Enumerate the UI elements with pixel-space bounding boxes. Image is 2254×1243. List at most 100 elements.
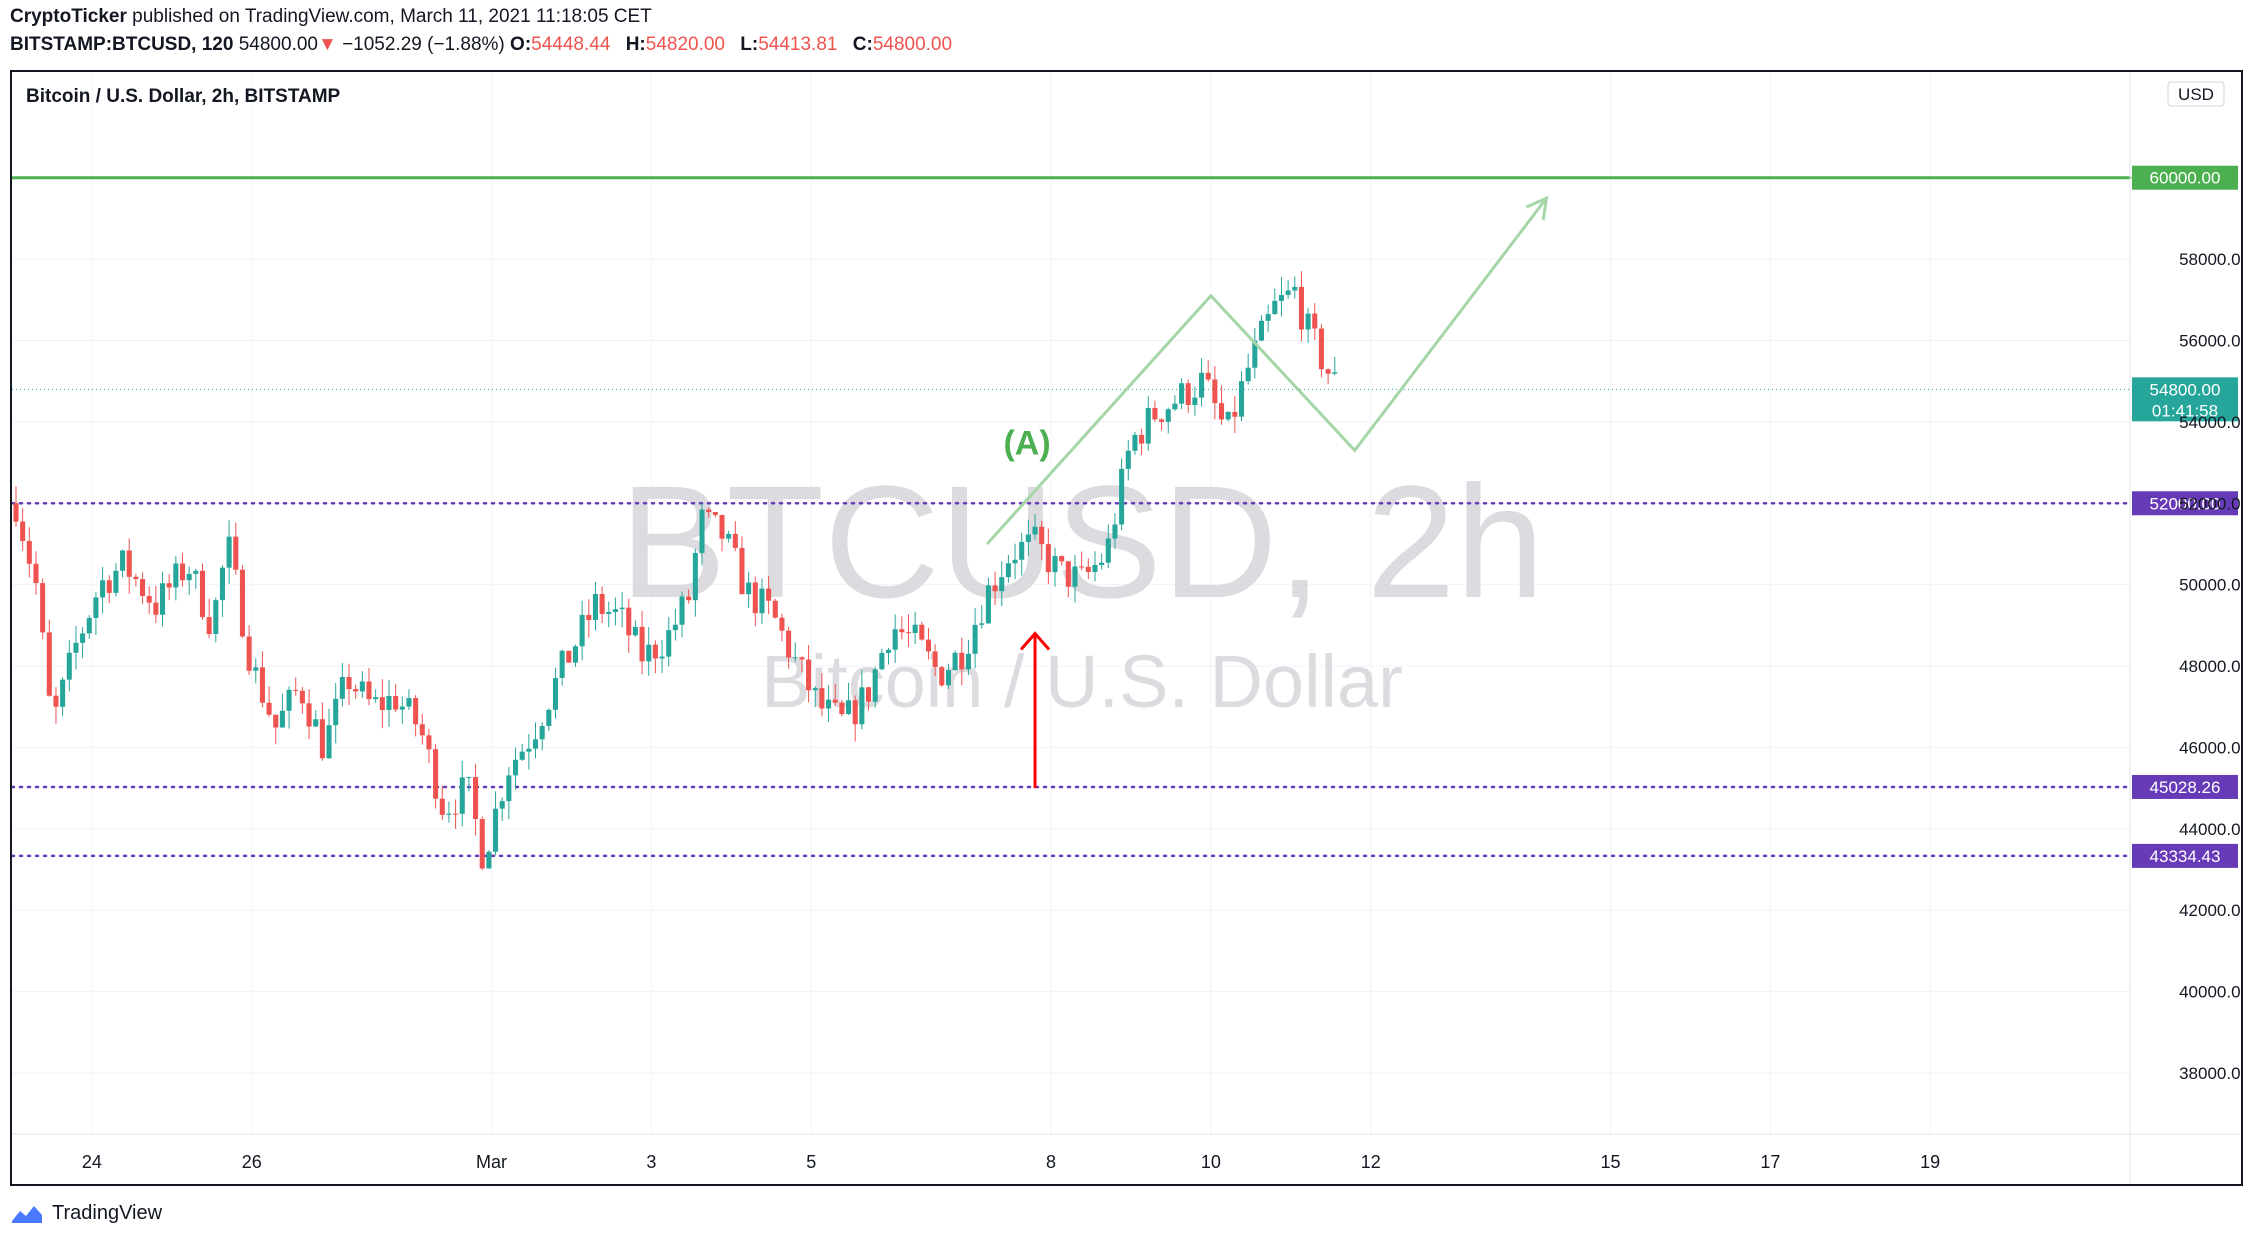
candle-body: [379, 697, 385, 711]
candle-body: [366, 681, 372, 700]
candle-body: [819, 688, 825, 709]
candle-body: [739, 547, 745, 595]
candle-body: [812, 688, 818, 691]
x-tick-label: 19: [1920, 1152, 1940, 1172]
y-tick-label: 56000.00: [2179, 332, 2241, 351]
candle-body: [326, 725, 332, 759]
candle-body: [1145, 407, 1151, 444]
candle-body: [186, 573, 192, 581]
candle-body: [659, 656, 665, 659]
candle-body: [766, 588, 772, 601]
candle-body: [1065, 561, 1071, 587]
candle-body: [1312, 313, 1318, 329]
candle-body: [726, 533, 732, 539]
candle-body: [712, 512, 718, 515]
candle-body: [666, 630, 672, 657]
level-tag: [2132, 843, 2238, 868]
candle-body: [859, 687, 865, 725]
candle-body: [100, 580, 106, 598]
candle-body: [699, 509, 705, 553]
x-tick-label: 3: [646, 1152, 656, 1172]
candle-body: [865, 687, 872, 702]
tradingview-brand[interactable]: TradingView: [52, 1202, 163, 1224]
candle-body: [779, 617, 785, 631]
candle-body: [732, 533, 738, 548]
candle-body: [219, 567, 225, 601]
candle-body: [652, 644, 658, 659]
candle-body: [1072, 566, 1078, 587]
x-tick-label: 17: [1760, 1152, 1780, 1172]
candle-body: [299, 690, 305, 704]
candle-body: [679, 596, 685, 625]
candle-body: [479, 819, 485, 869]
candle-body: [486, 851, 492, 869]
candle-body: [93, 597, 99, 618]
currency-box: [2167, 81, 2225, 107]
candle-body: [419, 724, 425, 736]
candle-body: [1172, 403, 1178, 410]
candle-body: [499, 801, 505, 809]
candle-body: [193, 570, 199, 574]
x-tick-label: 15: [1600, 1152, 1620, 1172]
candle-body: [1298, 286, 1304, 330]
candle-body: [1278, 294, 1284, 301]
candle-body: [759, 588, 765, 614]
candle-body: [453, 813, 459, 815]
high-label: H:: [625, 34, 646, 55]
candle-body: [26, 540, 32, 564]
symbol: BITSTAMP:BTCUSD, 120: [10, 34, 234, 55]
candle-body: [113, 570, 119, 593]
grid: [12, 72, 2130, 1134]
candle-body: [879, 652, 885, 670]
candle-body: [1212, 379, 1218, 404]
candle-body: [1139, 434, 1145, 444]
level-tag: [2132, 491, 2238, 516]
level-label: 45028.26: [2150, 778, 2221, 797]
candle-body: [1119, 468, 1125, 525]
y-tick-label: 50000.00: [2179, 576, 2241, 595]
candle-body: [972, 624, 978, 654]
candle-body: [1199, 372, 1205, 398]
candle-body: [319, 719, 325, 759]
candle-body: [46, 632, 52, 696]
candle-body: [259, 667, 265, 703]
footer: TradingView: [10, 1202, 162, 1225]
candle-body: [719, 514, 725, 539]
candle-body: [799, 657, 805, 660]
candle-body: [826, 699, 832, 709]
candle-body: [1265, 314, 1271, 321]
candle-body: [572, 646, 578, 663]
candle-body: [539, 725, 545, 740]
candle-body: [53, 695, 59, 707]
candle-body: [839, 702, 845, 715]
candle-body: [925, 639, 931, 652]
candle-body: [905, 632, 912, 634]
candle-body: [672, 624, 678, 631]
candle-body: [1185, 383, 1191, 406]
candle-body: [1285, 290, 1291, 295]
candle-body: [1192, 397, 1198, 406]
candle-body: [626, 607, 632, 636]
candle-body: [159, 583, 166, 615]
candle-body: [1272, 300, 1278, 315]
candle-body: [792, 657, 798, 659]
candle-body: [939, 667, 945, 686]
candle-body: [60, 679, 66, 707]
price-chart[interactable]: BTCUSD, 2h Bitcoin / U.S. Dollar 60000.0…: [12, 72, 2241, 1184]
level-label: 60000.00: [2150, 169, 2221, 188]
candle-body: [992, 585, 998, 592]
candle-body: [912, 624, 918, 633]
candle-body: [1125, 450, 1131, 469]
close-label: C:: [852, 34, 873, 55]
down-triangle-icon: ▼: [317, 34, 337, 55]
x-tick-label: 12: [1361, 1152, 1381, 1172]
candle-body: [133, 576, 139, 580]
candle-body: [686, 596, 692, 601]
candle-body: [506, 775, 512, 802]
x-tick-label: 24: [82, 1152, 102, 1172]
author-name[interactable]: CryptoTicker: [10, 6, 127, 27]
x-tick-label: 10: [1201, 1152, 1221, 1172]
candle-body: [512, 759, 519, 776]
candle-body: [1325, 369, 1331, 374]
candle-body: [1085, 566, 1091, 572]
